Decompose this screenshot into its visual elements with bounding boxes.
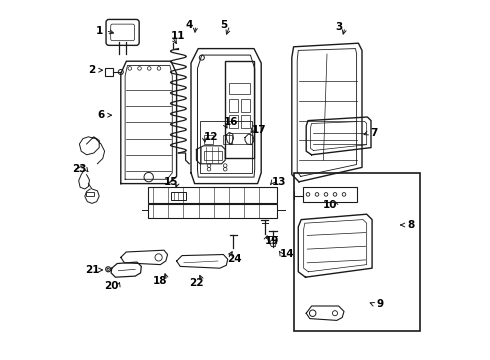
Text: 5: 5 — [220, 20, 227, 30]
Text: 11: 11 — [171, 31, 186, 41]
Text: 1: 1 — [96, 26, 103, 36]
Text: 24: 24 — [227, 254, 242, 264]
Bar — [148, 187, 277, 202]
Text: 16: 16 — [223, 117, 238, 127]
Bar — [242, 115, 250, 128]
Bar — [303, 187, 357, 202]
Bar — [229, 115, 238, 128]
Bar — [105, 68, 113, 76]
Text: 21: 21 — [85, 265, 99, 275]
Text: 8: 8 — [407, 220, 414, 230]
Text: 7: 7 — [370, 128, 378, 138]
Text: 15: 15 — [164, 177, 178, 187]
Bar — [148, 204, 277, 218]
Text: 2: 2 — [88, 65, 96, 75]
Text: 13: 13 — [272, 177, 287, 187]
Bar — [171, 192, 186, 200]
Text: 19: 19 — [265, 236, 279, 246]
Bar — [294, 173, 419, 331]
Bar — [229, 133, 250, 144]
Bar — [204, 151, 221, 160]
Bar — [204, 135, 213, 144]
Text: 22: 22 — [189, 278, 204, 288]
Text: 18: 18 — [153, 276, 168, 286]
Text: 17: 17 — [252, 125, 267, 135]
Bar — [86, 192, 94, 196]
Text: 10: 10 — [322, 200, 337, 210]
Text: 9: 9 — [376, 299, 384, 309]
Bar — [229, 83, 250, 94]
Bar — [229, 99, 238, 112]
Bar — [200, 121, 252, 173]
Text: 4: 4 — [186, 20, 193, 30]
Text: 6: 6 — [98, 110, 105, 120]
Bar — [225, 61, 254, 158]
Text: 23: 23 — [72, 164, 87, 174]
Text: 3: 3 — [335, 22, 342, 32]
Bar — [223, 135, 232, 144]
Bar — [242, 99, 250, 112]
Text: 14: 14 — [280, 249, 295, 259]
Text: 20: 20 — [104, 281, 119, 291]
Text: 12: 12 — [203, 132, 218, 142]
